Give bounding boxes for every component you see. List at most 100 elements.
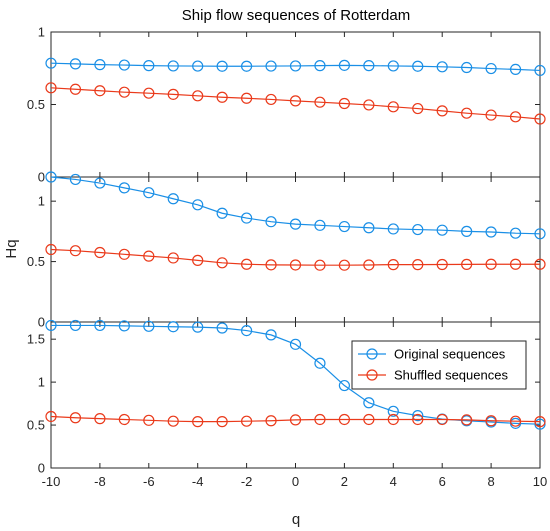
panel-3-original-point [387,405,399,417]
panel-3-shuffled-point [485,415,497,427]
panel-2-shuffled-point [509,258,522,270]
panel-2-shuffled-point [94,246,106,259]
panel-1-shuffled-point [338,97,350,110]
panel-3-original-point [192,321,204,333]
panel-1-shuffled-point [314,96,326,108]
panel-1-y-tick-label: 1 [38,25,45,40]
panel-3-shuffled-point [534,416,546,428]
panel-3-original-point [241,324,253,337]
panel-3-shuffled-point [216,416,228,428]
panel-3-original-point [216,322,228,334]
panel-1-shuffled-point [192,90,204,102]
legend-label-shuffled: Shuffled sequences [394,368,508,383]
panel-3-y-tick-label: 1 [38,375,45,390]
panel-1-shuffled-point [216,91,228,103]
panel-2-shuffled-point [45,243,57,256]
panel-1-original-point [412,60,424,72]
panel-1-original-point [534,64,546,77]
panel-1-original-point [69,58,82,70]
panel-1-shuffled-point [289,95,302,107]
panel-2-shuffled-point [143,250,155,262]
panel-1-shuffled-point [509,111,522,123]
panel-2-original-point [216,207,228,219]
panel-2-shuffled-point [69,245,82,257]
panel-1-shuffled-point [436,105,448,117]
x-tick-label: 8 [487,474,494,489]
legend-label-original: Original sequences [394,347,506,362]
panel-1-original-point [314,60,326,72]
panel-3-original-point [314,357,326,369]
panel-3-original-point [265,329,277,341]
panel-1-original-point [192,60,204,72]
panel-1-shuffled-point [45,82,57,94]
panel-3-shuffled-point [289,414,302,426]
panel-3-shuffled-point [461,414,473,426]
legend-marker-original [366,348,378,360]
x-tick-label: -8 [94,474,106,489]
panel-2-original-point [461,225,473,237]
x-tick-label: -4 [192,474,204,489]
panel-2-shuffled-point [216,257,228,269]
x-tick-label: -6 [143,474,155,489]
panel-3-shuffled-point [387,413,399,426]
panel-1-original-point [241,60,253,72]
panel-2-shuffled-point [192,254,204,266]
panel-2-shuffled-point [289,259,302,271]
panel-3-shuffled-point [265,415,277,427]
panel-1-original-point [167,60,179,72]
panel-2-shuffled-point [534,258,546,270]
panel-1-shuffled-point [69,83,82,95]
panel-3-original-point [167,321,179,333]
panel-1-original-point [143,60,155,72]
panel-3-original-point [534,418,546,430]
panel-3-y-tick-label: 0 [38,461,45,476]
panel-2-original-point [363,222,375,234]
panel-2-shuffled-point [118,248,130,260]
panel-1-original-point [289,60,302,72]
panel-2-y-tick-label: 0.5 [27,254,45,269]
x-tick-label: 6 [439,474,446,489]
panel-2-original-point [45,171,57,183]
panel-1-y-tick-label: 0.5 [27,97,45,112]
panel-3-original-point [338,379,350,392]
panel-2-y-tick-label: 1 [38,194,45,209]
panel-1-shuffled-point [363,99,375,111]
chart-title: Ship flow sequences of Rotterdam [182,7,410,24]
panel-2-original-point [241,212,253,224]
x-tick-label: 0 [292,474,299,489]
panel-1-shuffled-point [461,107,473,119]
x-tick-label: -10 [42,474,61,489]
panel-2-shuffled-point [412,259,424,271]
panel-2-original-point [485,226,497,238]
panel-1-original-point [485,62,497,75]
panel-1-shuffled-point [143,87,155,99]
panel-3-original-point [363,397,375,409]
x-tick-label: 10 [533,474,547,489]
panel-3-original-point [69,319,82,332]
panel-2-original-point [118,182,130,194]
panel-1-shuffled-point [241,92,253,104]
panel-2-shuffled-point [436,258,448,271]
panel-3-shuffled-point [167,415,179,427]
x-tick-label: 4 [390,474,397,489]
panel-3-shuffled-point [314,413,326,426]
panel-1-original-point [118,59,130,71]
panel-2-original-point [534,228,546,240]
panel-3-original-point [94,319,106,332]
panel-3-original-point [412,410,424,422]
panel-1-original-point [363,60,375,72]
panel-2-series-shuffled-line [50,248,540,266]
panel-3-shuffled-point [69,412,82,424]
legend: Original sequences Shuffled sequences [351,340,527,390]
panel-1-shuffled-point [387,101,399,113]
panel-3-original-point [45,319,57,332]
panel-3-original-point [143,320,155,332]
panel-2-series-original-line [50,176,541,235]
panel-1-shuffled-point [167,88,179,100]
panel-3-shuffled-point [338,413,350,426]
panel-2-shuffled-point [265,259,277,271]
panel-3-shuffled-point [412,413,424,426]
panel-1-original-point [436,61,448,73]
panel-2-original-point [314,219,326,231]
